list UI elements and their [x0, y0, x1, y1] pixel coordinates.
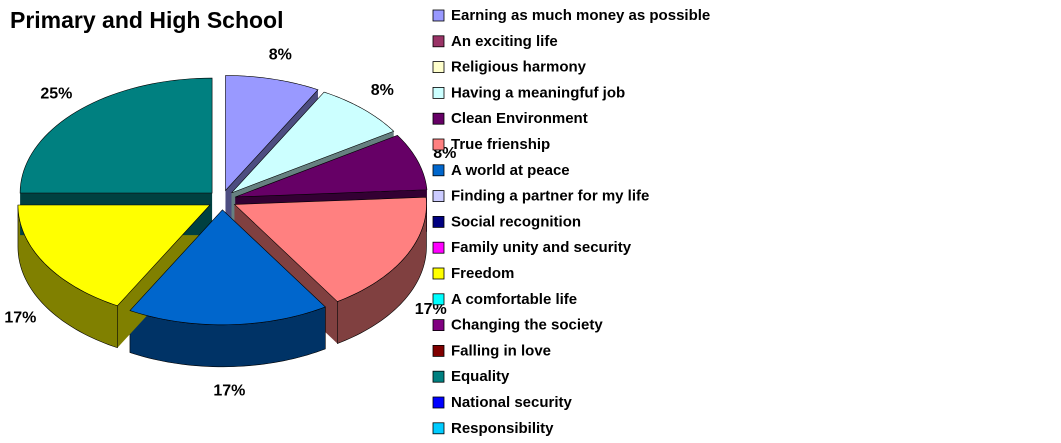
pie-slice — [225, 75, 319, 192]
data-label: 17% — [4, 309, 36, 326]
legend-swatch — [432, 370, 445, 383]
legend-swatch — [432, 112, 445, 125]
legend-label: Freedom — [451, 265, 514, 282]
legend-label: An exciting life — [451, 33, 558, 50]
chart-title: Primary and High School — [10, 7, 284, 33]
pie-slice — [129, 209, 326, 326]
legend-label: Having a meaningfuf job — [451, 84, 625, 101]
legend-swatch — [432, 319, 445, 332]
legend-swatch — [432, 422, 445, 435]
legend-label: A world at peace — [451, 162, 570, 179]
data-label: 17% — [213, 383, 245, 400]
legend-label: A comfortable life — [451, 291, 577, 308]
legend-swatch — [432, 241, 445, 254]
legend-label: Religious harmony — [451, 59, 587, 76]
legend-swatch — [432, 35, 445, 48]
legend-label: Family unity and security — [451, 239, 632, 256]
pie-slice — [235, 135, 428, 198]
pie-slice — [17, 204, 211, 307]
legend-label: Earning as much money as possible — [451, 7, 710, 24]
pie-tops — [17, 75, 428, 326]
legend-swatch — [432, 138, 445, 151]
data-label: 25% — [40, 86, 72, 103]
legend-label: Social recognition — [451, 213, 581, 230]
legend-label: Responsibility — [451, 420, 554, 437]
data-label: 8% — [269, 46, 292, 63]
legend-swatch — [432, 215, 445, 228]
data-label: 8% — [371, 82, 394, 99]
legend-label: Changing the society — [451, 317, 603, 334]
data-label: 17% — [415, 301, 447, 318]
legend-swatch — [432, 190, 445, 203]
pie-slice — [233, 196, 427, 302]
legend-label: Equality — [451, 368, 510, 385]
legend-swatch — [432, 164, 445, 177]
legend-swatch — [432, 293, 445, 306]
legend-label: National security — [451, 394, 573, 411]
legend-label: Clean Environment — [451, 110, 588, 127]
legend-label: True frienship — [451, 136, 550, 153]
pie-slice — [231, 91, 395, 194]
legend-swatch — [432, 87, 445, 99]
legend-label: Falling in love — [451, 342, 551, 359]
legend-swatch — [432, 344, 445, 357]
pie-slice — [19, 77, 213, 194]
legend-label: Finding a partner for my life — [451, 188, 649, 205]
legend-swatch — [432, 61, 445, 73]
legend-swatch — [432, 396, 445, 409]
legend-swatch — [432, 9, 445, 22]
legend-swatch — [432, 267, 445, 280]
